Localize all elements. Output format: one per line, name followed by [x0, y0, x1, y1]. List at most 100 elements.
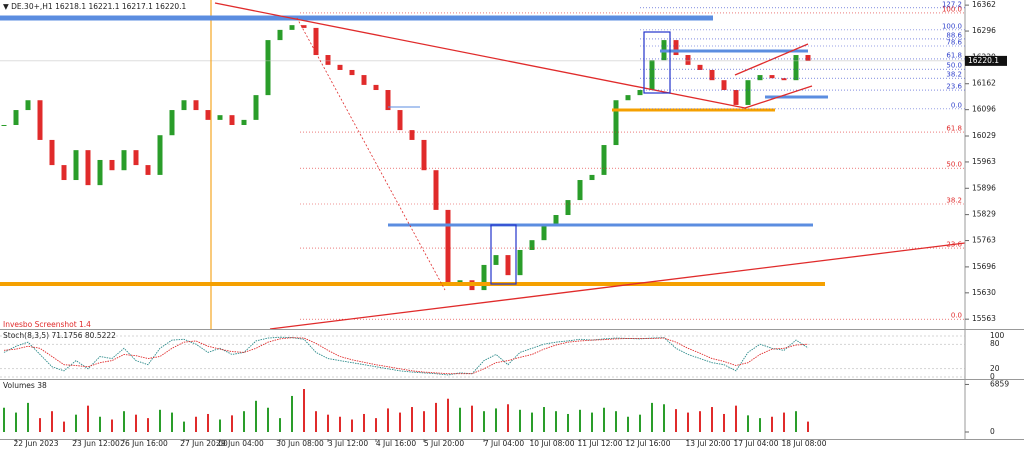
volume-bar	[399, 412, 401, 432]
candle	[445, 209, 451, 285]
candle	[193, 100, 199, 111]
volume-bar	[423, 411, 425, 432]
volume-bar	[63, 421, 65, 432]
candle	[85, 150, 91, 186]
volume-bar	[627, 416, 629, 432]
volume-bar	[195, 416, 197, 432]
candle	[637, 90, 643, 96]
x-tick-label: 18 Jul 08:00	[782, 439, 827, 448]
y-tick-label: 20	[990, 364, 1000, 373]
volume-bar	[231, 415, 233, 432]
x-tick-label: 12 Jul 16:00	[626, 439, 671, 448]
volume-bar	[279, 418, 281, 432]
drawings	[0, 0, 966, 330]
candle	[133, 150, 139, 166]
candle	[61, 165, 67, 181]
stoch-title: Stoch(8,3,5) 71.1756 80.5222	[3, 331, 116, 340]
volume-bar	[375, 418, 377, 432]
candle	[97, 159, 103, 186]
volume-bar	[519, 409, 521, 432]
candle	[157, 135, 163, 175]
candle	[685, 55, 691, 65]
indicator-value: 80.5222	[85, 331, 116, 340]
volume-bar	[459, 407, 461, 432]
volume-bar	[303, 389, 305, 432]
volume-bar	[183, 421, 185, 432]
volume-bar	[159, 409, 161, 432]
candle	[745, 80, 751, 105]
candle	[325, 55, 331, 65]
wedge-line	[734, 43, 809, 76]
candle	[805, 55, 811, 61]
volume-bar	[447, 398, 449, 432]
candle	[289, 25, 295, 30]
candle	[1, 124, 7, 126]
candle	[241, 119, 247, 125]
candle	[385, 90, 391, 111]
volume-bar	[51, 411, 53, 432]
volume-bar	[27, 402, 29, 432]
menu-arrow: ▼	[3, 2, 11, 11]
x-tick-label: 26 Jun 16:00	[120, 439, 168, 448]
low: 16217.1	[122, 2, 153, 11]
volume-bar	[603, 407, 605, 432]
candle	[673, 40, 679, 56]
volume-bar	[75, 414, 77, 432]
watermark: Invesbo Screenshot 1.4	[3, 320, 91, 329]
x-tick-label: 29 Jun 04:00	[216, 439, 264, 448]
fib-label: 38.2	[946, 197, 962, 205]
fib-label: 61.8	[946, 51, 962, 59]
y-tick-label: 15963	[972, 157, 996, 166]
volume-bar	[711, 407, 713, 432]
volume-bar	[531, 412, 533, 432]
candle	[733, 90, 739, 105]
current-price-box	[965, 55, 1007, 66]
fib-label: 100.0	[942, 22, 962, 30]
volume-bar	[339, 416, 341, 432]
y-tick-label: 15696	[972, 262, 996, 271]
fib-label: 0.0	[951, 312, 962, 320]
volume-bar	[795, 411, 797, 432]
fib-label: 0.0	[951, 101, 962, 109]
indicator-name: Volumes	[3, 381, 35, 390]
y-tick-label: 15896	[972, 183, 996, 192]
candle	[145, 165, 151, 175]
fib-label: 50.0	[946, 62, 962, 70]
y-tick-label: 15630	[972, 288, 996, 297]
candle	[229, 115, 235, 125]
volume-bar	[291, 395, 293, 432]
volume-bar	[723, 413, 725, 432]
volume-bar	[411, 407, 413, 432]
volume-bar	[255, 400, 257, 432]
fib-label: 50.0	[946, 161, 962, 169]
volume-bar	[735, 405, 737, 432]
candle	[361, 75, 367, 85]
volume-bar	[99, 416, 101, 432]
close: 16220.1	[155, 2, 186, 11]
volume-bar	[435, 402, 437, 432]
candle	[13, 110, 19, 125]
candle	[181, 100, 187, 111]
volume-bar	[207, 413, 209, 432]
candle	[541, 225, 547, 241]
volume-bar	[579, 409, 581, 432]
candle	[337, 64, 343, 70]
range-box	[643, 31, 671, 94]
volume-bar	[219, 419, 221, 432]
volume-bar	[147, 418, 149, 432]
fib-label: 100.0	[942, 5, 962, 13]
volume-bar	[687, 412, 689, 432]
candle	[505, 255, 511, 276]
candle	[709, 69, 715, 81]
volume-bar	[495, 408, 497, 432]
volume-bar	[747, 415, 749, 432]
candle	[205, 110, 211, 120]
fib-label: 127.2	[942, 0, 962, 8]
y-tick-label: 16362	[972, 0, 996, 9]
candle	[349, 69, 355, 76]
candle	[721, 80, 727, 91]
y-tick-label: 16029	[972, 131, 996, 140]
fib-label: 38.2	[946, 71, 962, 79]
candle	[301, 25, 307, 28]
volume-bar	[651, 402, 653, 432]
